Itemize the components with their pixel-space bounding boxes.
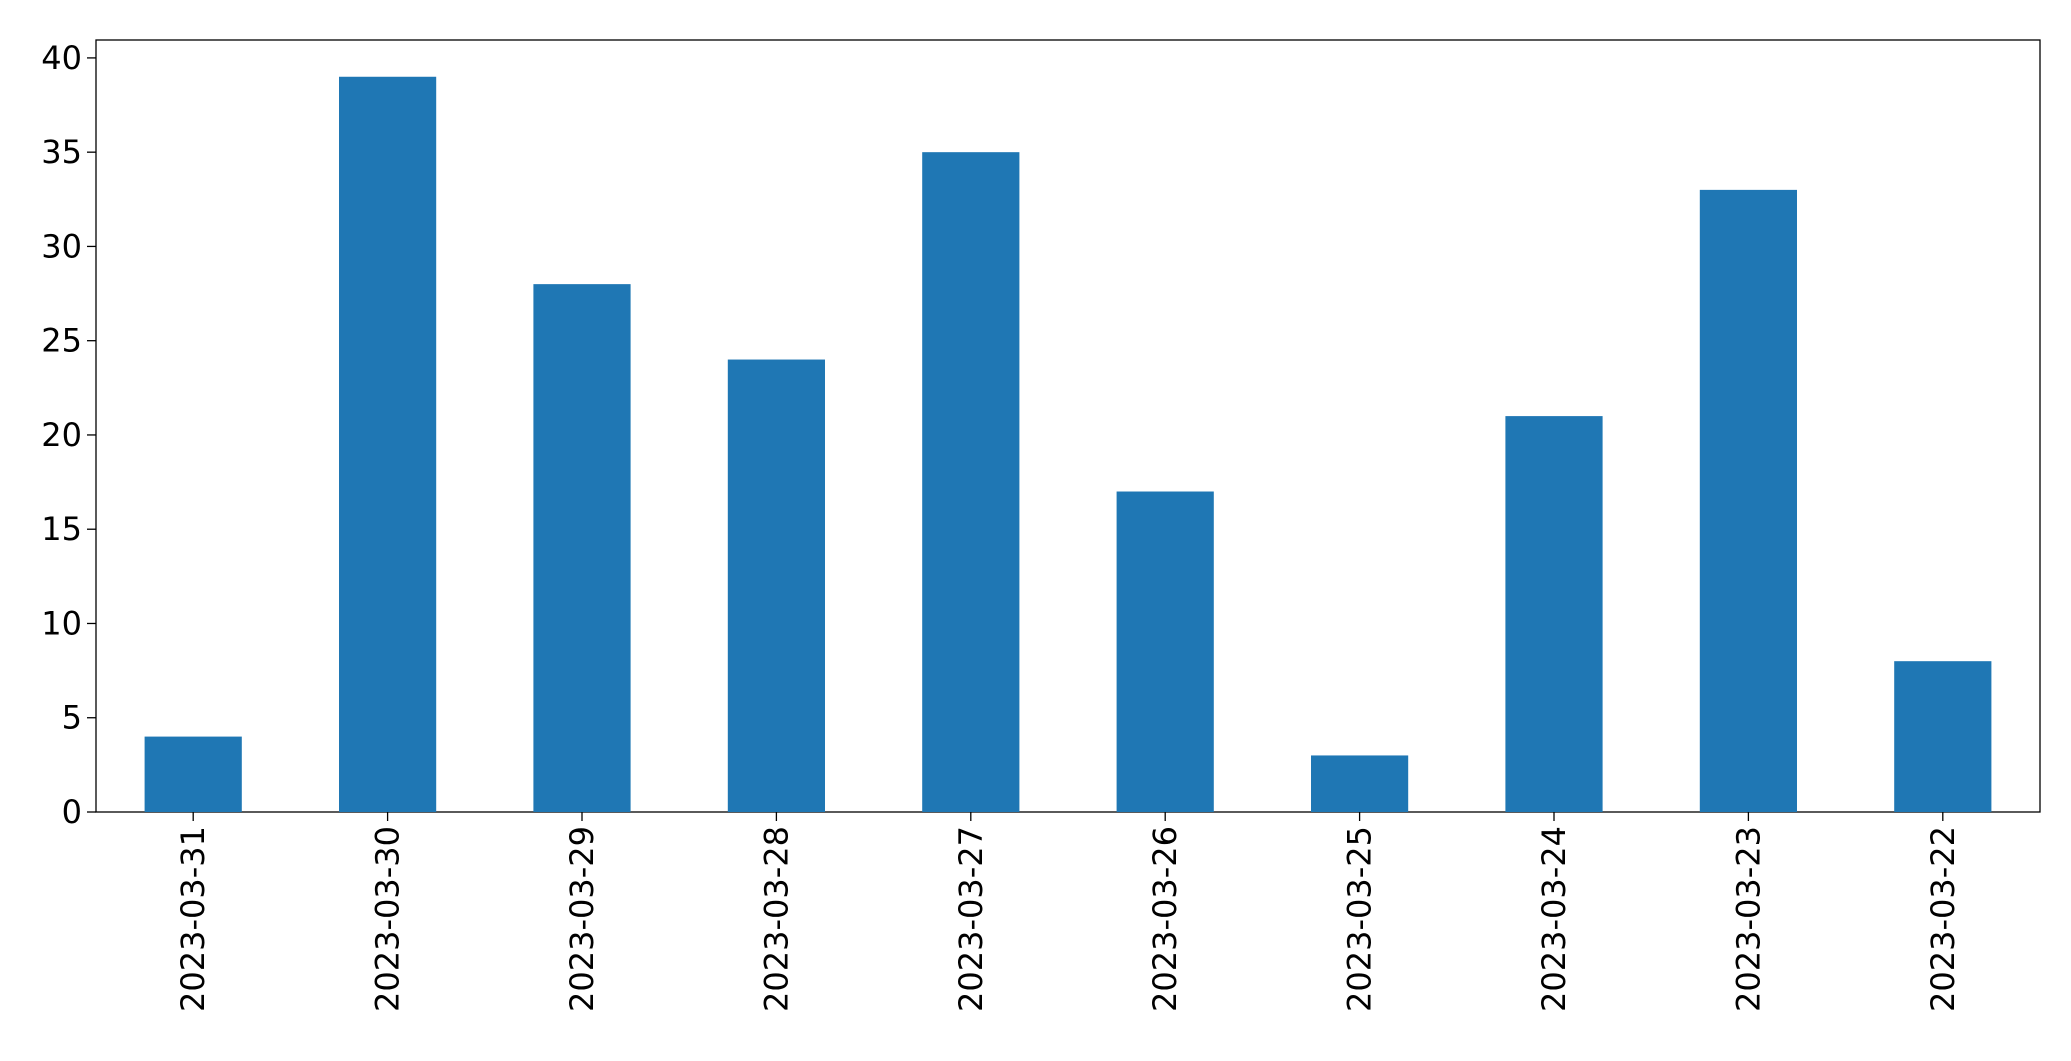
x-tick-label: 2023-03-26: [1146, 826, 1184, 1012]
bar: [144, 736, 242, 812]
bar: [339, 76, 437, 812]
plot-frame: [95, 39, 2041, 813]
x-tick-label: 2023-03-22: [1924, 826, 1962, 1012]
bar: [1505, 416, 1603, 812]
bar: [533, 284, 631, 813]
bar: [1894, 661, 1992, 812]
x-tick-label: 2023-03-27: [952, 826, 990, 1012]
x-tick-label: 2023-03-23: [1729, 826, 1767, 1012]
bar: [727, 359, 825, 812]
x-tick-label: 2023-03-25: [1341, 826, 1379, 1012]
y-tick-label: 15: [41, 510, 82, 548]
x-tick-label: 2023-03-31: [174, 826, 212, 1012]
bar: [1699, 189, 1797, 812]
y-tick-label: 10: [41, 604, 82, 642]
y-tick-label: 40: [41, 39, 82, 77]
bar: [1311, 755, 1409, 812]
bar: [922, 152, 1020, 812]
y-tick-label: 5: [62, 699, 82, 737]
x-tick-label: 2023-03-28: [757, 826, 795, 1012]
x-tick-label: 2023-03-24: [1535, 826, 1573, 1012]
y-tick-label: 25: [41, 322, 82, 360]
y-tick-label: 35: [41, 133, 82, 171]
y-tick-label: 0: [62, 793, 82, 831]
y-tick-label: 30: [41, 227, 82, 265]
bar: [1116, 491, 1214, 812]
y-tick-label: 20: [41, 416, 82, 454]
x-tick-label: 2023-03-29: [563, 826, 601, 1012]
x-tick-label: 2023-03-30: [369, 826, 407, 1012]
